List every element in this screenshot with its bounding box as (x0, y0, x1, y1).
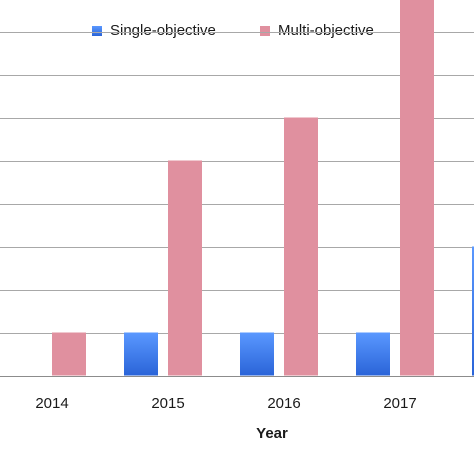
x-tick-label: 2017 (383, 395, 416, 412)
bar-single-objective-2017 (356, 332, 390, 376)
bar-multi-objective-2016 (284, 117, 318, 376)
x-tick-label: 2016 (267, 395, 300, 412)
bars (52, 0, 474, 376)
x-tick-labels: 20142015201620172018 (35, 395, 416, 412)
bar-multi-objective-2015 (168, 160, 202, 376)
x-tick-label: 2015 (151, 395, 184, 412)
legend-item-multi-objective: Multi-objective (260, 22, 374, 39)
legend-label-single-objective: Single-objective (110, 22, 216, 39)
x-tick-label: 2014 (35, 395, 68, 412)
legend-label-multi-objective: Multi-objective (278, 22, 374, 39)
legend-swatch-multi-objective (260, 25, 270, 36)
legend-swatch-single-objective (92, 25, 102, 36)
bar-single-objective-2016 (240, 332, 274, 376)
x-axis-label: Year (256, 425, 288, 442)
bar-multi-objective-2014 (52, 332, 86, 376)
legend-item-single-objective: Single-objective (92, 22, 216, 39)
chart-legend: Single-objective Multi-objective (0, 22, 474, 46)
bar-single-objective-2018 (472, 246, 474, 376)
bar-multi-objective-2017 (400, 0, 434, 376)
bar-single-objective-2015 (124, 332, 158, 376)
